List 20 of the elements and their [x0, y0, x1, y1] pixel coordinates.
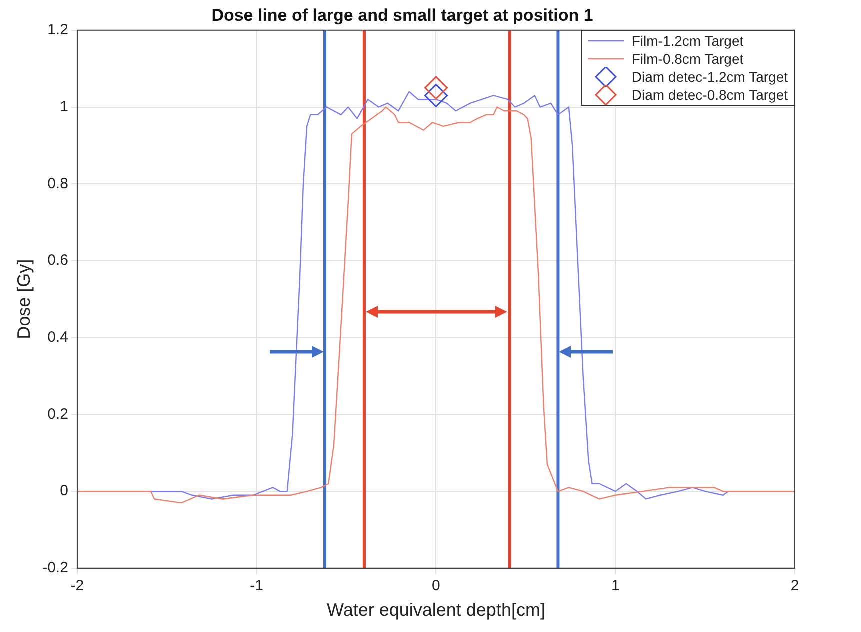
legend-label: Film-1.2cm Target: [632, 33, 744, 50]
x-tick-label: -1: [250, 578, 264, 595]
y-axis-title: Dose [Gy]: [14, 259, 34, 340]
x-tick-label: 0: [432, 578, 440, 595]
y-tick-label: 0.6: [48, 252, 68, 270]
legend-label: Diam detec-1.2cm Target: [632, 69, 788, 86]
y-tick-label: 1: [60, 98, 68, 116]
legend-label: Diam detec-0.8cm Target: [632, 87, 788, 104]
y-tick-label: 0.2: [48, 406, 68, 423]
chart-title: Dose line of large and small target at position 1: [212, 6, 594, 25]
y-tick-label: 1.2: [48, 22, 68, 39]
x-axis-title: Water equivalent depth[cm]: [326, 600, 546, 620]
x-tick-label: -2: [70, 578, 84, 595]
legend-label: Film-0.8cm Target: [632, 51, 744, 68]
y-tick-label: -0.2: [42, 560, 68, 577]
x-tick-label: 1: [611, 578, 620, 595]
x-tick-label: 2: [790, 578, 800, 595]
y-tick-label: 0.4: [48, 328, 68, 346]
y-tick-label: 0: [60, 482, 68, 500]
y-tick-label: 0.8: [48, 175, 68, 192]
